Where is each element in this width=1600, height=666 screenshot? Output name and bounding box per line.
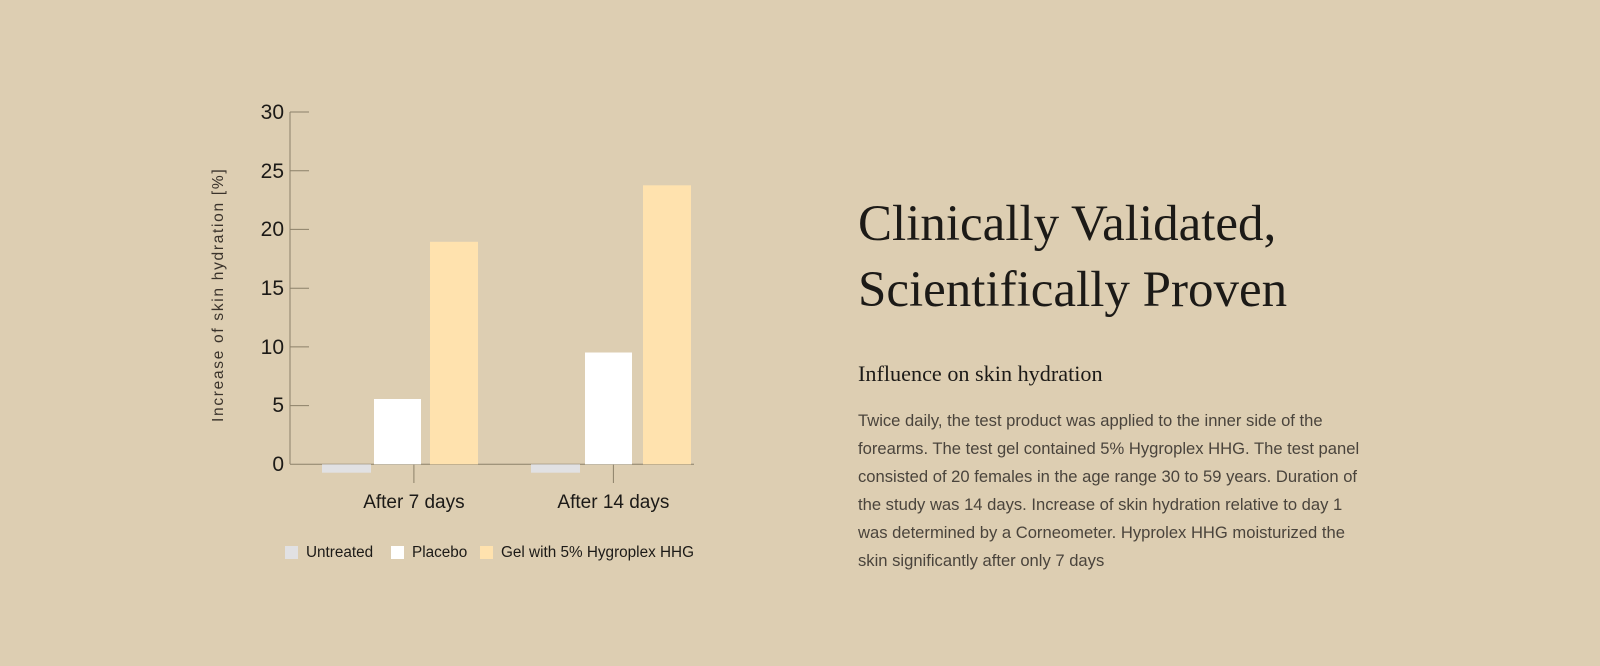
svg-text:25: 25	[261, 160, 284, 183]
svg-text:Placebo: Placebo	[412, 544, 467, 561]
svg-text:30: 30	[261, 101, 284, 124]
svg-text:15: 15	[261, 277, 284, 300]
svg-text:5: 5	[272, 394, 284, 417]
svg-text:After 7 days: After 7 days	[363, 492, 464, 513]
svg-text:20: 20	[261, 218, 284, 241]
svg-text:10: 10	[261, 336, 284, 359]
svg-text:0: 0	[272, 453, 284, 476]
svg-text:After 14 days: After 14 days	[557, 492, 669, 513]
svg-text:Untreated: Untreated	[306, 544, 373, 561]
svg-text:Gel with 5% Hygroplex HHG: Gel with 5% Hygroplex HHG	[501, 544, 694, 561]
